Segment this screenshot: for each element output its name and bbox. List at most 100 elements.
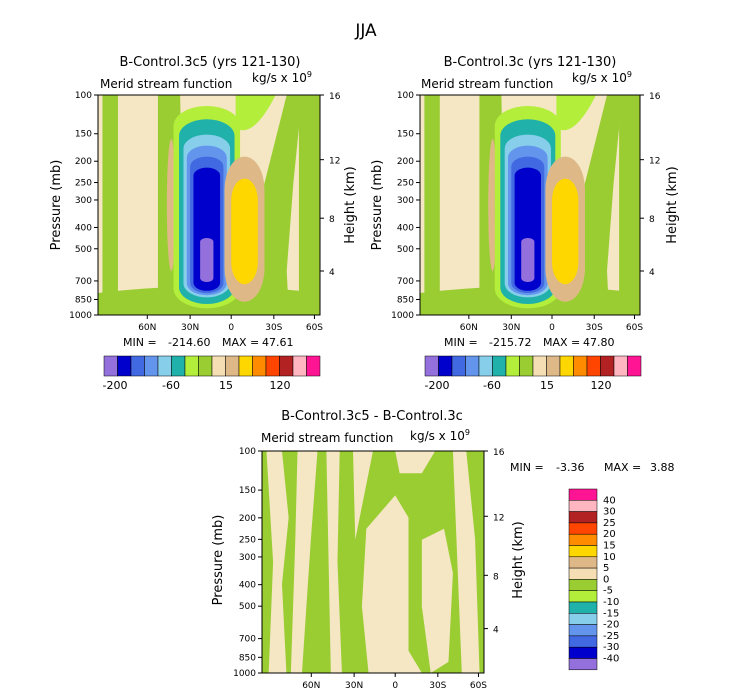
panel-b-ytick-label-4: 300	[397, 196, 414, 206]
panel-diff: B-Control.3c5 - B-Control.3c Merid strea…	[211, 409, 675, 691]
panel-diff-y2tick-label-3: 4	[493, 626, 499, 636]
panel-b-subtitle: Merid stream function	[421, 77, 553, 91]
panel-b-top-lightgreen	[556, 95, 596, 131]
panel-diff-colorbar-cell-1	[568, 500, 598, 512]
panel-b-max-label: MAX =	[543, 336, 580, 349]
panel-a-ytick-label-0: 100	[75, 91, 92, 101]
panel-b-cbar-label-3: 120	[591, 379, 612, 392]
panel-diff-colorbar-label-11: -20	[603, 620, 619, 631]
panel-a-colorbar-cell-8	[211, 355, 226, 377]
panel-b-y2tick-label-1: 12	[649, 157, 660, 167]
panel-a-colorbar-cell-13	[279, 355, 294, 377]
panel-a-colorbar-cell-15	[306, 355, 321, 377]
panel-diff-frame	[261, 450, 485, 674]
panel-diff-plot: 100 150 200 250 300 400 500 700 850 1000 16 12 8 4 60N…	[233, 447, 505, 691]
panel-a-ytick-label-2: 200	[75, 157, 92, 167]
panel-diff-tan-region-2	[326, 451, 342, 673]
panel-diff-colorbar-cell-11	[568, 613, 598, 625]
panel-diff-xtick-label-0: 60N	[302, 681, 320, 691]
panel-diff-ylabel: Pressure (mb)	[211, 515, 226, 606]
panel-b-ytick-label-9: 1000	[391, 311, 414, 321]
panel-b-colorbar-cell-4	[478, 355, 493, 377]
panel-b-field	[420, 95, 640, 315]
panel-a-top-lightgreen	[235, 95, 276, 131]
panel-diff-ytick-label-6: 500	[239, 602, 256, 612]
panel-a-colorbar-cell-7	[198, 355, 213, 377]
panel-diff-xtick-label-2: 0	[392, 681, 398, 691]
panel-diff-colorbar-cell-13	[568, 635, 598, 648]
panel-a-colorbar-cell-5	[171, 355, 186, 377]
panel-diff-colorbar-cell-9	[568, 590, 598, 603]
panel-a-ylabel: Pressure (mb)	[49, 160, 64, 251]
panel-diff-colorbar-label-12: -25	[603, 631, 619, 642]
panel-diff-colorbar-label-7: 0	[603, 574, 609, 585]
panel-a-colorbar	[103, 355, 321, 377]
panel-b-ytick-label-0: 100	[397, 91, 414, 101]
panel-a-cbar-label-3: 120	[270, 379, 291, 392]
panel-b-band-4	[619, 95, 640, 315]
panel-diff-min-value: -3.36	[556, 461, 584, 474]
panel-diff-colorbar-label-14: -40	[603, 654, 619, 665]
panel-b-colorbar-cell-7	[519, 355, 534, 377]
panel-diff-tan-region-1	[290, 451, 318, 673]
panel-b-colorbar-cell-14	[613, 355, 628, 377]
panel-b-ytick-label-2: 200	[397, 157, 414, 167]
panel-a: B-Control.3c5 (yrs 121-130) Merid stream…	[49, 55, 358, 392]
panel-diff-units: kg/s x 109	[410, 428, 470, 443]
panel-a-cbar-label-2: 15	[219, 379, 233, 392]
panel-b-units: kg/s x 109	[572, 70, 632, 85]
panel-a-ytick-label-7: 700	[75, 277, 92, 287]
panel-a-y2label: Height (km)	[343, 166, 358, 243]
panel-diff-colorbar-cell-5	[568, 545, 598, 558]
panel-diff-y2tick-label-2: 8	[493, 572, 499, 582]
panel-diff-xtick-label-3: 30S	[429, 681, 446, 691]
panel-a-max-value: 47.61	[262, 336, 294, 349]
panel-b-plot: 100 150 200 250 300 400 500 700 850 1000 16 12 8 4 60N…	[391, 91, 661, 333]
panel-a-colorbar-cell-0	[103, 355, 118, 377]
panel-a-pos-contour-1	[231, 178, 258, 285]
panel-a-max-label: MAX =	[222, 336, 259, 349]
panel-a-units-exp: 9	[307, 70, 312, 79]
panel-a-y2tick-label-2: 8	[329, 215, 335, 225]
panel-a-ytick-label-9: 1000	[69, 311, 92, 321]
panel-b-xtick-label-0: 60N	[460, 323, 478, 333]
panel-diff-colorbar-cell-14	[568, 646, 598, 659]
panel-diff-subtitle: Merid stream function	[261, 431, 393, 445]
panel-diff-tan-region-5	[395, 451, 436, 474]
panel-diff-colorbar-label-13: -30	[603, 642, 619, 653]
panel-b-colorbar-cell-8	[532, 355, 547, 377]
panel-b: B-Control.3c (yrs 121-130) Merid stream …	[370, 55, 680, 392]
panel-b-colorbar-cell-12	[586, 355, 601, 377]
panel-diff-tan-region-4	[361, 495, 422, 673]
panel-b-colorbar-cell-6	[505, 355, 520, 377]
panel-diff-colorbar-cell-10	[568, 601, 598, 614]
panel-b-ytick-label-1: 150	[397, 130, 414, 140]
panel-a-colorbar-cell-12	[265, 355, 280, 377]
panel-a-band-0	[102, 95, 118, 315]
panel-a-min-label: MIN =	[123, 336, 157, 349]
panel-b-colorbar-cell-2	[451, 355, 466, 377]
panel-b-y2tick-label-0: 16	[649, 92, 661, 102]
panel-b-y2tick-label-3: 4	[649, 268, 655, 278]
panel-b-xtick-label-4: 60S	[626, 323, 643, 333]
panel-diff-tan-region-3	[353, 451, 373, 540]
panel-b-neg-contour-6	[521, 238, 535, 282]
panel-a-colorbar-cell-6	[184, 355, 199, 377]
panel-b-frame	[419, 94, 641, 316]
figure-title: JJA	[354, 21, 377, 41]
panel-b-title: B-Control.3c (yrs 121-130)	[444, 55, 617, 70]
panel-a-cbar-label-0: -200	[103, 379, 128, 392]
panel-a-ytick-label-3: 250	[75, 179, 92, 189]
panel-diff-colorbar-cell-15	[568, 658, 598, 671]
panel-diff-ytick-label-0: 100	[239, 447, 256, 457]
panel-a-units: kg/s x 109	[252, 70, 312, 85]
panel-a-xtick-label-0: 60N	[138, 323, 156, 333]
panel-diff-colorbar-label-4: 15	[603, 541, 616, 552]
panel-a-ytick-label-8: 850	[75, 295, 92, 305]
panel-diff-title: B-Control.3c5 - B-Control.3c	[281, 409, 463, 424]
panel-a-ytick-label-5: 400	[75, 223, 92, 233]
panel-a-cbar-label-1: -60	[162, 379, 180, 392]
panel-a-neg-contour-6	[200, 238, 214, 282]
panel-b-colorbar-cell-9	[546, 355, 561, 377]
